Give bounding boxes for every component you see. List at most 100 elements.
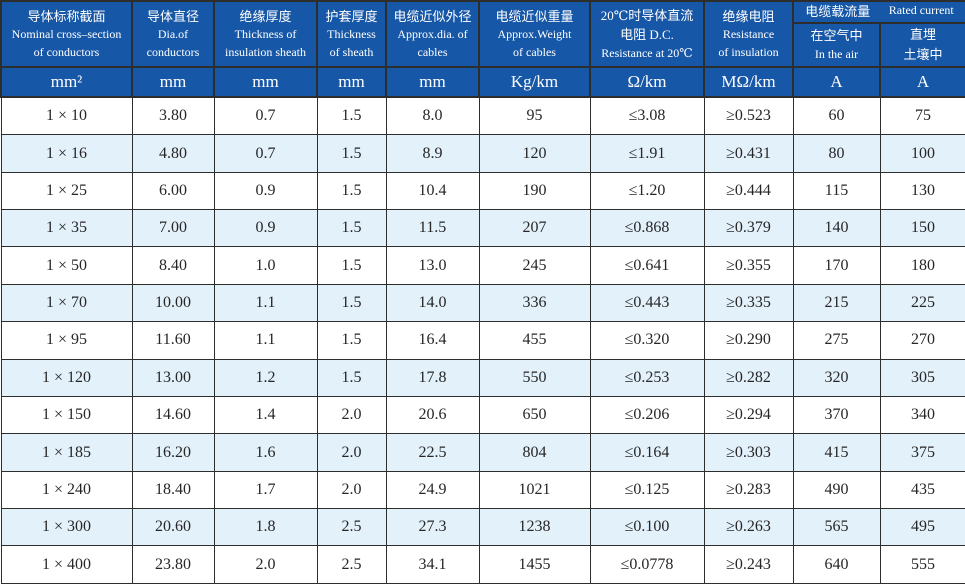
table-cell: 2.0 bbox=[316, 470, 387, 510]
table-cell: 2.5 bbox=[316, 545, 387, 584]
table-cell: ≤0.641 bbox=[589, 246, 705, 285]
table-cell: 650 bbox=[478, 395, 591, 435]
table-cell: 1.5 bbox=[316, 171, 387, 211]
column-title-zh: 绝缘电阻 bbox=[722, 8, 775, 24]
table-cell: 14.0 bbox=[385, 283, 480, 323]
table-cell: 18.40 bbox=[131, 470, 215, 510]
subcolumn-header: 直埋 土壤中 bbox=[878, 21, 965, 68]
table-cell: ≤0.0778 bbox=[589, 545, 705, 584]
column-header: 护套厚度 Thickness of sheath bbox=[316, 0, 387, 68]
column-header: 导体直径 Dia.of conductors bbox=[131, 0, 215, 68]
table-cell: 100 bbox=[879, 134, 965, 173]
table-cell: ≥0.282 bbox=[703, 358, 794, 397]
table-row: 1 × 185 16.20 1.6 2.0 22.5 804 ≤0.164 ≥0.303 415… bbox=[0, 433, 965, 472]
table-cell: 140 bbox=[792, 209, 881, 248]
column-header: 20℃时导体直流 电阻 D.C. Resistance at 20℃ bbox=[589, 0, 705, 68]
table-cell: 1 × 95 bbox=[0, 321, 133, 360]
table-cell: 804 bbox=[478, 433, 591, 472]
table-row: 1 × 400 23.80 2.0 2.5 34.1 1455 ≤0.0778 ≥0.243 6… bbox=[0, 545, 965, 584]
table-cell: 1.5 bbox=[316, 358, 387, 397]
table-cell: 495 bbox=[879, 508, 965, 547]
table-cell: ≤1.91 bbox=[589, 134, 705, 173]
table-cell: 1.5 bbox=[316, 246, 387, 285]
table-cell: 1 × 16 bbox=[0, 134, 133, 173]
table-cell: 305 bbox=[879, 358, 965, 397]
table-cell: 8.0 bbox=[385, 95, 480, 136]
table-cell: 130 bbox=[879, 171, 965, 211]
column-title-en: Resistance at 20℃ bbox=[601, 45, 693, 60]
table-cell: 550 bbox=[478, 358, 591, 397]
table-cell: ≥0.263 bbox=[703, 508, 794, 547]
unit-cell: A bbox=[792, 65, 881, 98]
column-title-zh: 电缆近似重量 bbox=[495, 8, 574, 24]
table-cell: 16.4 bbox=[385, 321, 480, 360]
column-title-en: Approx.dia. of cables bbox=[397, 27, 468, 59]
table-row: 1 × 35 7.00 0.9 1.5 11.5 207 ≤0.868 ≥0.379 140 15… bbox=[0, 209, 965, 248]
table-cell: 115 bbox=[792, 171, 881, 211]
table-cell: 225 bbox=[879, 283, 965, 323]
table-cell: 1 × 400 bbox=[0, 545, 133, 584]
table-cell: 336 bbox=[478, 283, 591, 323]
rated-current-title-en: Rated current bbox=[888, 3, 954, 17]
table-cell: ≥0.243 bbox=[703, 545, 794, 584]
header-row-units: mm² mm mm mm mm Kg/km Ω/km MΩ/km A A bbox=[0, 65, 965, 98]
table-cell: ≥0.335 bbox=[703, 283, 794, 323]
table-cell: ≥0.444 bbox=[703, 171, 794, 211]
table-cell: 1.5 bbox=[316, 283, 387, 323]
table-cell: 1.5 bbox=[316, 95, 387, 136]
table-row: 1 × 16 4.80 0.7 1.5 8.9 120 ≤1.91 ≥0.431 80 100 bbox=[0, 134, 965, 173]
table-header: 导体标称截面 Nominal cross–section of conductor… bbox=[0, 0, 965, 98]
table-cell: 340 bbox=[879, 395, 965, 435]
table-row: 1 × 25 6.00 0.9 1.5 10.4 190 ≤1.20 ≥0.444 115 130 bbox=[0, 171, 965, 211]
table-cell: 6.00 bbox=[131, 171, 215, 211]
table-cell: 34.1 bbox=[385, 545, 480, 584]
table-cell: 490 bbox=[792, 470, 881, 510]
table-cell: 207 bbox=[478, 209, 591, 248]
table-cell: 180 bbox=[879, 246, 965, 285]
table-cell: 1 × 35 bbox=[0, 209, 133, 248]
table-cell: 1 × 185 bbox=[0, 433, 133, 472]
table-cell: 1021 bbox=[478, 470, 591, 510]
table-cell: 1238 bbox=[478, 508, 591, 547]
table-cell: 120 bbox=[478, 134, 591, 173]
table-cell: ≤0.125 bbox=[589, 470, 705, 510]
table-cell: 0.7 bbox=[213, 134, 318, 173]
table-cell: 1.5 bbox=[316, 321, 387, 360]
subcolumn-title-en: In the air bbox=[814, 46, 859, 61]
table-cell: 1455 bbox=[478, 545, 591, 584]
unit-cell: mm bbox=[131, 65, 215, 98]
table-cell: ≤0.253 bbox=[589, 358, 705, 397]
column-header: 电缆近似外径 Approx.dia. of cables bbox=[385, 0, 480, 68]
table-row: 1 × 70 10.00 1.1 1.5 14.0 336 ≤0.443 ≥0.335 215 2… bbox=[0, 283, 965, 323]
table-cell: 11.5 bbox=[385, 209, 480, 248]
table-cell: 215 bbox=[792, 283, 881, 323]
table-cell: 150 bbox=[879, 209, 965, 248]
rated-current-group-titles: 电缆载流量 Rated current bbox=[796, 2, 963, 22]
table-cell: 13.0 bbox=[385, 246, 480, 285]
table-cell: 1 × 10 bbox=[0, 95, 133, 136]
table-cell: ≥0.303 bbox=[703, 433, 794, 472]
table-cell: 320 bbox=[792, 358, 881, 397]
unit-cell: Kg/km bbox=[478, 65, 591, 98]
table-cell: 10.4 bbox=[385, 171, 480, 211]
table-cell: 95 bbox=[478, 95, 591, 136]
table-cell: ≥0.283 bbox=[703, 470, 794, 510]
table-cell: 1.8 bbox=[213, 508, 318, 547]
table-cell: 8.9 bbox=[385, 134, 480, 173]
table-row: 1 × 10 3.80 0.7 1.5 8.0 95 ≤3.08 ≥0.523 60 75 bbox=[0, 95, 965, 136]
table-cell: 1 × 70 bbox=[0, 283, 133, 323]
table-cell: 3.80 bbox=[131, 95, 215, 136]
column-title-en: Nominal cross–section of conductors bbox=[11, 27, 122, 59]
column-title-zh: 20℃时导体直流 电阻 D.C. bbox=[600, 7, 694, 43]
column-header: 绝缘厚度 Thickness of insulation sheath bbox=[213, 0, 318, 68]
table-cell: ≥0.431 bbox=[703, 134, 794, 173]
table-cell: ≥0.290 bbox=[703, 321, 794, 360]
table-cell: ≤0.443 bbox=[589, 283, 705, 323]
table-cell: 2.5 bbox=[316, 508, 387, 547]
table-cell: 2.0 bbox=[316, 433, 387, 472]
table-cell: 1 × 300 bbox=[0, 508, 133, 547]
table-cell: 10.00 bbox=[131, 283, 215, 323]
table-cell: 11.60 bbox=[131, 321, 215, 360]
